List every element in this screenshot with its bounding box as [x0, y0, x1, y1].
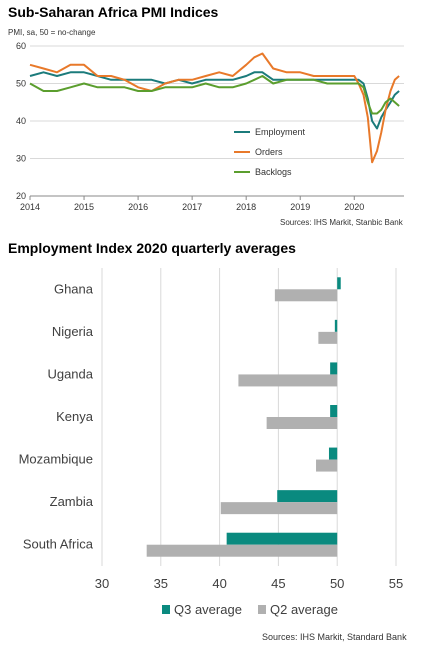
bar-q2-average-uganda: [238, 374, 338, 387]
bar-q2-average-zambia: [220, 502, 338, 515]
category-label: Mozambique: [19, 452, 93, 467]
x-tick-label: 2015: [74, 202, 94, 212]
line-chart-source: Sources: IHS Markit, Stanbic Bank: [280, 218, 403, 227]
x-tick-label: 50: [330, 576, 344, 591]
bar-q2-average-nigeria: [318, 331, 338, 344]
line-chart-subtitle: PMI, sa, 50 = no-change: [8, 28, 96, 37]
category-label: South Africa: [23, 537, 94, 552]
legend-swatch: [162, 605, 170, 614]
legend-label: Employment: [255, 127, 306, 137]
category-label: Ghana: [54, 281, 94, 296]
series-line-employment: [29, 71, 400, 130]
category-label: Nigeria: [52, 324, 94, 339]
category-label: Kenya: [56, 409, 94, 424]
category-label: Zambia: [50, 494, 94, 509]
bar-chart-source: Sources: IHS Markit, Standard Bank: [262, 632, 407, 642]
x-tick-label: 40: [212, 576, 226, 591]
pmi-line-chart: 20 30 40 50 60 2014 2015 2016 2017 2018 2019 2020 Em…: [16, 41, 404, 212]
bar-q3-average-uganda: [330, 362, 338, 375]
y-tick-label: 50: [16, 79, 26, 89]
series-line-backlogs: [29, 75, 400, 115]
bar-q2-average-ghana: [274, 289, 338, 302]
x-tick-label: 35: [154, 576, 168, 591]
x-tick-label: 2014: [20, 202, 40, 212]
bar-chart-title: Employment Index 2020 quarterly averages: [8, 240, 296, 256]
y-tick-label: 60: [16, 41, 26, 51]
x-tick-label: 45: [271, 576, 285, 591]
bar-q3-average-kenya: [330, 405, 338, 417]
bar-q2-average-kenya: [266, 417, 338, 429]
legend-label: Q2 average: [270, 602, 338, 617]
y-tick-label: 30: [16, 154, 26, 164]
x-tick-label: 55: [389, 576, 403, 591]
x-tick-label: 2017: [182, 202, 202, 212]
y-tick-label: 20: [16, 191, 26, 201]
line-chart-title: Sub-Saharan Africa PMI Indices: [8, 4, 219, 20]
bar-q3-average-zambia: [277, 490, 338, 503]
bar-q3-average-south-africa: [226, 532, 338, 545]
bar-q3-average-ghana: [337, 277, 341, 290]
bar-q2-average-mozambique: [316, 459, 338, 472]
category-label: Uganda: [47, 366, 93, 381]
x-tick-label: 2020: [344, 202, 364, 212]
y-tick-label: 40: [16, 116, 26, 126]
x-tick-label: 2018: [236, 202, 256, 212]
series-line-orders: [29, 52, 400, 164]
bar-q3-average-mozambique: [328, 447, 338, 460]
legend-label: Orders: [255, 147, 283, 157]
x-tick-label: 2016: [128, 202, 148, 212]
legend-swatch: [258, 605, 266, 614]
bar-q2-average-south-africa: [146, 544, 338, 557]
x-tick-label: 2019: [290, 202, 310, 212]
bar-q3-average-nigeria: [334, 319, 338, 332]
legend-label: Q3 average: [174, 602, 242, 617]
x-tick-label: 30: [95, 576, 109, 591]
legend-label: Backlogs: [255, 167, 292, 177]
